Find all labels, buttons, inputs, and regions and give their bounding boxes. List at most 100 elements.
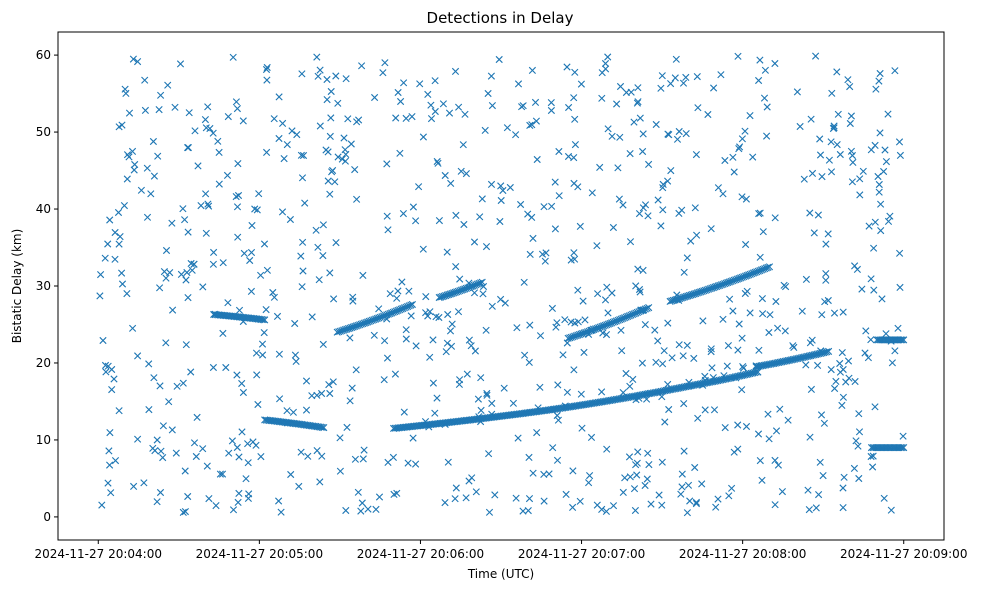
detection-point (525, 358, 533, 366)
detection-point (422, 293, 430, 301)
detection-point (729, 307, 737, 315)
detection-point (761, 66, 769, 74)
detection-point (375, 305, 383, 313)
detection-point (154, 152, 162, 160)
detection-point (823, 348, 831, 356)
detection-point (790, 343, 798, 351)
detection-point (891, 67, 899, 75)
detection-point (644, 212, 652, 220)
detection-point (184, 492, 192, 501)
detection-point (547, 99, 555, 107)
detection-point (816, 151, 825, 159)
detection-point (455, 380, 463, 388)
detection-point (224, 113, 232, 121)
detection-point (283, 419, 291, 427)
detection-point (263, 63, 271, 72)
detection-point (409, 434, 417, 442)
detection-point (704, 110, 712, 119)
detection-point (528, 66, 536, 74)
detection-point (898, 336, 906, 344)
detection-point (445, 109, 454, 117)
detection-point (586, 472, 594, 480)
detection-point (807, 115, 815, 123)
detection-point (216, 470, 224, 478)
detection-point (571, 115, 579, 123)
detection-point (123, 175, 131, 183)
detection-point (340, 134, 348, 142)
detection-point (488, 399, 496, 407)
detection-point (567, 318, 575, 326)
detection-point (882, 330, 890, 338)
detection-point (173, 382, 181, 390)
detection-point (415, 183, 423, 191)
detection-point (723, 362, 731, 370)
detection-point (678, 483, 686, 491)
detection-point (738, 135, 746, 143)
detection-point (229, 53, 237, 61)
scatter-points (96, 52, 908, 517)
detection-point (463, 370, 471, 378)
detection-point (675, 127, 683, 136)
detection-point (222, 363, 230, 372)
detection-point (848, 178, 856, 186)
detection-point (601, 59, 610, 68)
detection-point (888, 359, 896, 367)
detection-point (399, 210, 407, 218)
detection-point (384, 226, 392, 234)
detection-point (291, 351, 299, 359)
detection-point (654, 196, 662, 204)
detection-point (691, 463, 699, 472)
detection-point (898, 444, 906, 452)
detection-point (297, 448, 305, 456)
detection-point (194, 162, 202, 170)
detection-point (247, 248, 256, 257)
detection-point (348, 384, 356, 392)
detection-point (465, 336, 473, 344)
detection-point (433, 394, 441, 402)
detection-point (609, 502, 618, 510)
detection-point (106, 461, 114, 469)
detection-point (519, 507, 527, 515)
detection-point (593, 242, 601, 250)
detection-point (626, 150, 634, 158)
detection-point (827, 366, 835, 374)
detection-point (517, 200, 525, 209)
detection-point (867, 452, 875, 461)
detection-point (426, 353, 434, 361)
detection-point (315, 276, 323, 284)
detection-point (756, 209, 764, 217)
detection-point (232, 98, 240, 106)
detection-point (379, 69, 387, 77)
detection-point (215, 180, 223, 188)
detection-point (199, 283, 207, 291)
detection-point (806, 433, 814, 441)
detection-point (639, 204, 647, 212)
detection-point (877, 227, 885, 235)
detection-point (724, 342, 732, 350)
detection-point (228, 437, 236, 445)
detection-point (409, 203, 417, 211)
detection-point (887, 337, 895, 345)
detection-point (746, 112, 754, 120)
detection-point (392, 114, 400, 122)
detection-point (526, 250, 534, 258)
detection-point (176, 60, 185, 68)
detection-point (156, 284, 164, 292)
detection-point (693, 231, 701, 239)
detection-point (203, 462, 211, 470)
detection-point (576, 222, 584, 230)
detection-point (834, 110, 842, 118)
detection-point (299, 151, 308, 160)
detection-point (536, 383, 544, 391)
detection-point (233, 443, 241, 452)
detection-point (726, 295, 734, 303)
detection-point (497, 196, 505, 205)
detection-point (503, 124, 511, 132)
detection-point (719, 190, 727, 198)
detection-point (232, 193, 240, 201)
detection-point (270, 115, 278, 123)
detection-point (287, 470, 295, 479)
x-tick-label: 2024-11-27 20:09:00 (840, 547, 967, 561)
detection-point (421, 418, 430, 426)
